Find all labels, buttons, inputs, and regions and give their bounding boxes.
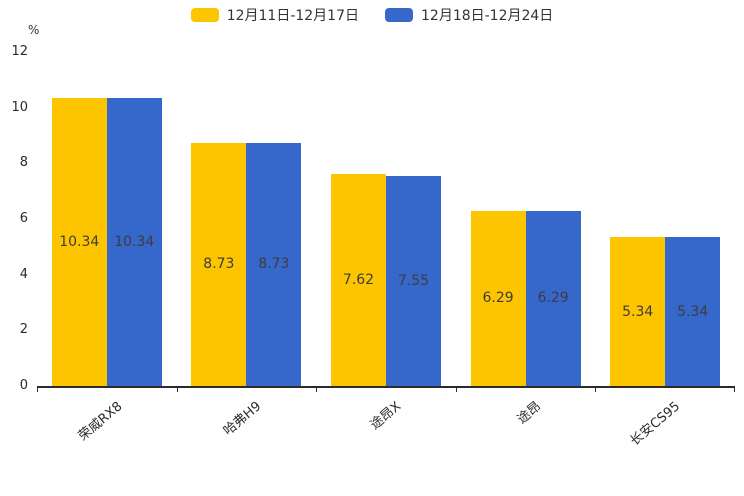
x-category-label-1: 哈弗H9 <box>221 399 265 439</box>
x-category-label-4: 长安CS95 <box>627 399 684 450</box>
legend-item-series-1[interactable]: 12月18日-12月24日 <box>385 5 553 25</box>
bar-value-label: 7.62 <box>342 271 375 288</box>
legend-label: 12月11日-12月17日 <box>226 8 359 24</box>
x-axis-tick <box>595 386 597 392</box>
bar-series-0-哈弗H9[interactable]: 8.73 <box>191 143 247 386</box>
x-axis-tick <box>37 386 38 392</box>
x-axis-tick <box>176 386 178 392</box>
bar-series-0-途昂[interactable]: 6.29 <box>470 210 526 386</box>
bar-series-0-荣威RX8[interactable]: 10.34 <box>51 98 107 386</box>
x-category-label-3: 途昂 <box>514 399 544 428</box>
bar-value-label: 6.29 <box>537 290 569 307</box>
x-axis-tick <box>316 386 318 392</box>
bar-series-1-途昂X[interactable]: 7.55 <box>386 175 441 386</box>
bar-series-0-途昂X[interactable]: 7.62 <box>331 173 386 386</box>
bar-series-1-长安CS95[interactable]: 5.34 <box>665 237 721 386</box>
y-axis: 0 2 4 6 8 10 12 <box>0 44 28 393</box>
bar-value-label: 5.34 <box>677 303 709 320</box>
y-tick-label: 12 <box>11 44 28 59</box>
bar-value-label: 8.73 <box>203 256 235 273</box>
y-tick-label: 2 <box>19 322 28 338</box>
y-tick-label: 6 <box>19 211 28 226</box>
bar-series-0-长安CS95[interactable]: 5.34 <box>610 237 666 386</box>
legend-label: 12月18日-12月24日 <box>421 8 554 24</box>
x-category-label-0: 荣威RX8 <box>75 399 126 445</box>
bar-value-label: 8.73 <box>258 256 290 273</box>
bar-series-1-途昂[interactable]: 6.29 <box>525 210 581 386</box>
plot-area: 10.34 10.34 8.73 8.73 7.62 7.55 6.29 6.29 5.34 5.… <box>37 52 735 392</box>
x-axis: 荣威RX8 哈弗H9 途昂X 途昂 长安CS95 <box>37 388 735 496</box>
y-tick-label: 10 <box>11 99 28 115</box>
bar-value-label: 6.29 <box>482 290 514 307</box>
legend-swatch-icon <box>385 8 413 22</box>
y-tick-label: 4 <box>19 266 28 282</box>
bar-value-label: 7.55 <box>397 272 430 289</box>
legend: 12月11日-12月17日 12月18日-12月24日 <box>0 5 744 25</box>
bar-series-1-荣威RX8[interactable]: 10.34 <box>106 98 162 386</box>
x-category-label-2: 途昂X <box>367 399 405 433</box>
y-tick-label: 0 <box>19 378 28 393</box>
x-axis-tick <box>455 386 457 392</box>
bar-value-label: 5.34 <box>622 303 654 320</box>
bar-value-label: 10.34 <box>59 234 100 251</box>
legend-swatch-icon <box>190 8 219 22</box>
x-axis-tick <box>734 386 735 392</box>
legend-item-series-0[interactable]: 12月11日-12月17日 <box>190 5 359 25</box>
y-tick-label: 8 <box>19 155 28 171</box>
bar-value-label: 10.34 <box>114 234 155 251</box>
bar-series-1-哈弗H9[interactable]: 8.73 <box>246 143 302 386</box>
y-axis-unit-label: % <box>28 23 40 37</box>
